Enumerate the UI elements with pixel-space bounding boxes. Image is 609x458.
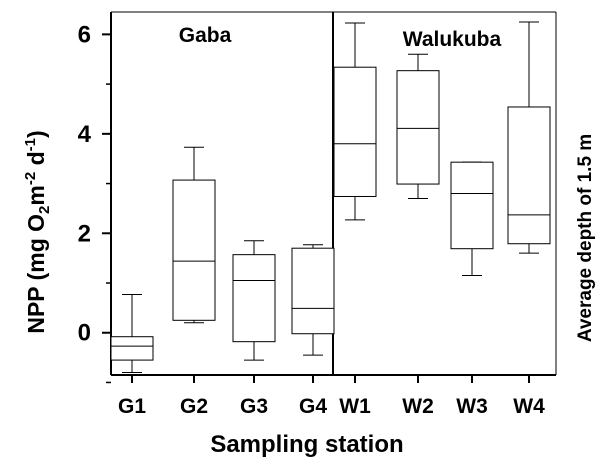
y-tick-label: 0 [78, 320, 91, 347]
iqr-box [232, 254, 276, 343]
box-w2 [396, 53, 440, 199]
iqr-box [507, 106, 551, 245]
y-tick-label: 6 [78, 21, 91, 48]
iqr-box [396, 70, 440, 185]
x-tick-label: G2 [180, 395, 208, 418]
x-tick-label: W1 [339, 395, 371, 418]
y-tick-label: 2 [78, 220, 91, 247]
y-axis: 0 2 4 6 [78, 21, 111, 384]
iqr-box [291, 247, 335, 335]
y-label-sub: 2 [36, 206, 53, 214]
y-label-mid1: m [23, 185, 49, 205]
y-label-prefix: NPP (mg O [23, 214, 49, 334]
panel-label-walukuba: Walukuba [403, 28, 502, 51]
box-g1 [110, 293, 154, 374]
box-g2 [172, 146, 216, 324]
box-g4 [291, 244, 335, 356]
plot-frame [110, 11, 557, 376]
iqr-box [450, 161, 494, 250]
x-tick-label: G3 [240, 395, 268, 418]
y-axis-label: NPP (mg O2m-2 d-1) [22, 130, 53, 333]
box-g3 [232, 240, 276, 361]
x-tick-label: W2 [402, 395, 434, 418]
x-axis-label: Sampling station [210, 431, 403, 458]
panel-label-gaba: Gaba [179, 24, 232, 47]
y-tick-label: 4 [78, 121, 92, 148]
boxes-group [110, 21, 551, 374]
iqr-box [333, 66, 377, 197]
box-w4 [507, 21, 551, 254]
box-w3 [450, 161, 494, 277]
y-label-suffix: ) [23, 130, 49, 138]
y-label-sup1: -2 [22, 172, 39, 185]
iqr-box [110, 336, 154, 361]
x-tick-label: W4 [513, 395, 545, 418]
y-label-sup2: -1 [22, 138, 39, 151]
y-label-mid2: d [23, 151, 49, 171]
x-axis: G1 G2 G3 G4 W1 W2 W3 W4 [118, 375, 545, 418]
right-side-label: Average depth of 1.5 m [575, 134, 596, 342]
x-tick-label: G1 [118, 395, 146, 418]
iqr-box [172, 179, 216, 321]
x-tick-label: W3 [456, 395, 488, 418]
x-tick-label: G4 [299, 395, 327, 418]
box-w1 [333, 22, 377, 221]
